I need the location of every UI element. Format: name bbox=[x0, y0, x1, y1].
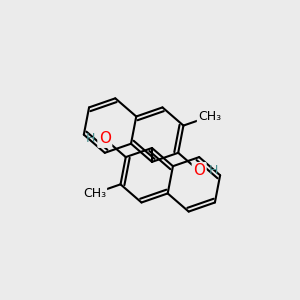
Text: H: H bbox=[208, 164, 218, 178]
Text: CH₃: CH₃ bbox=[198, 110, 221, 123]
Text: O: O bbox=[99, 131, 111, 146]
Text: H: H bbox=[86, 132, 96, 146]
Text: CH₃: CH₃ bbox=[83, 187, 106, 200]
Text: O: O bbox=[193, 164, 205, 178]
